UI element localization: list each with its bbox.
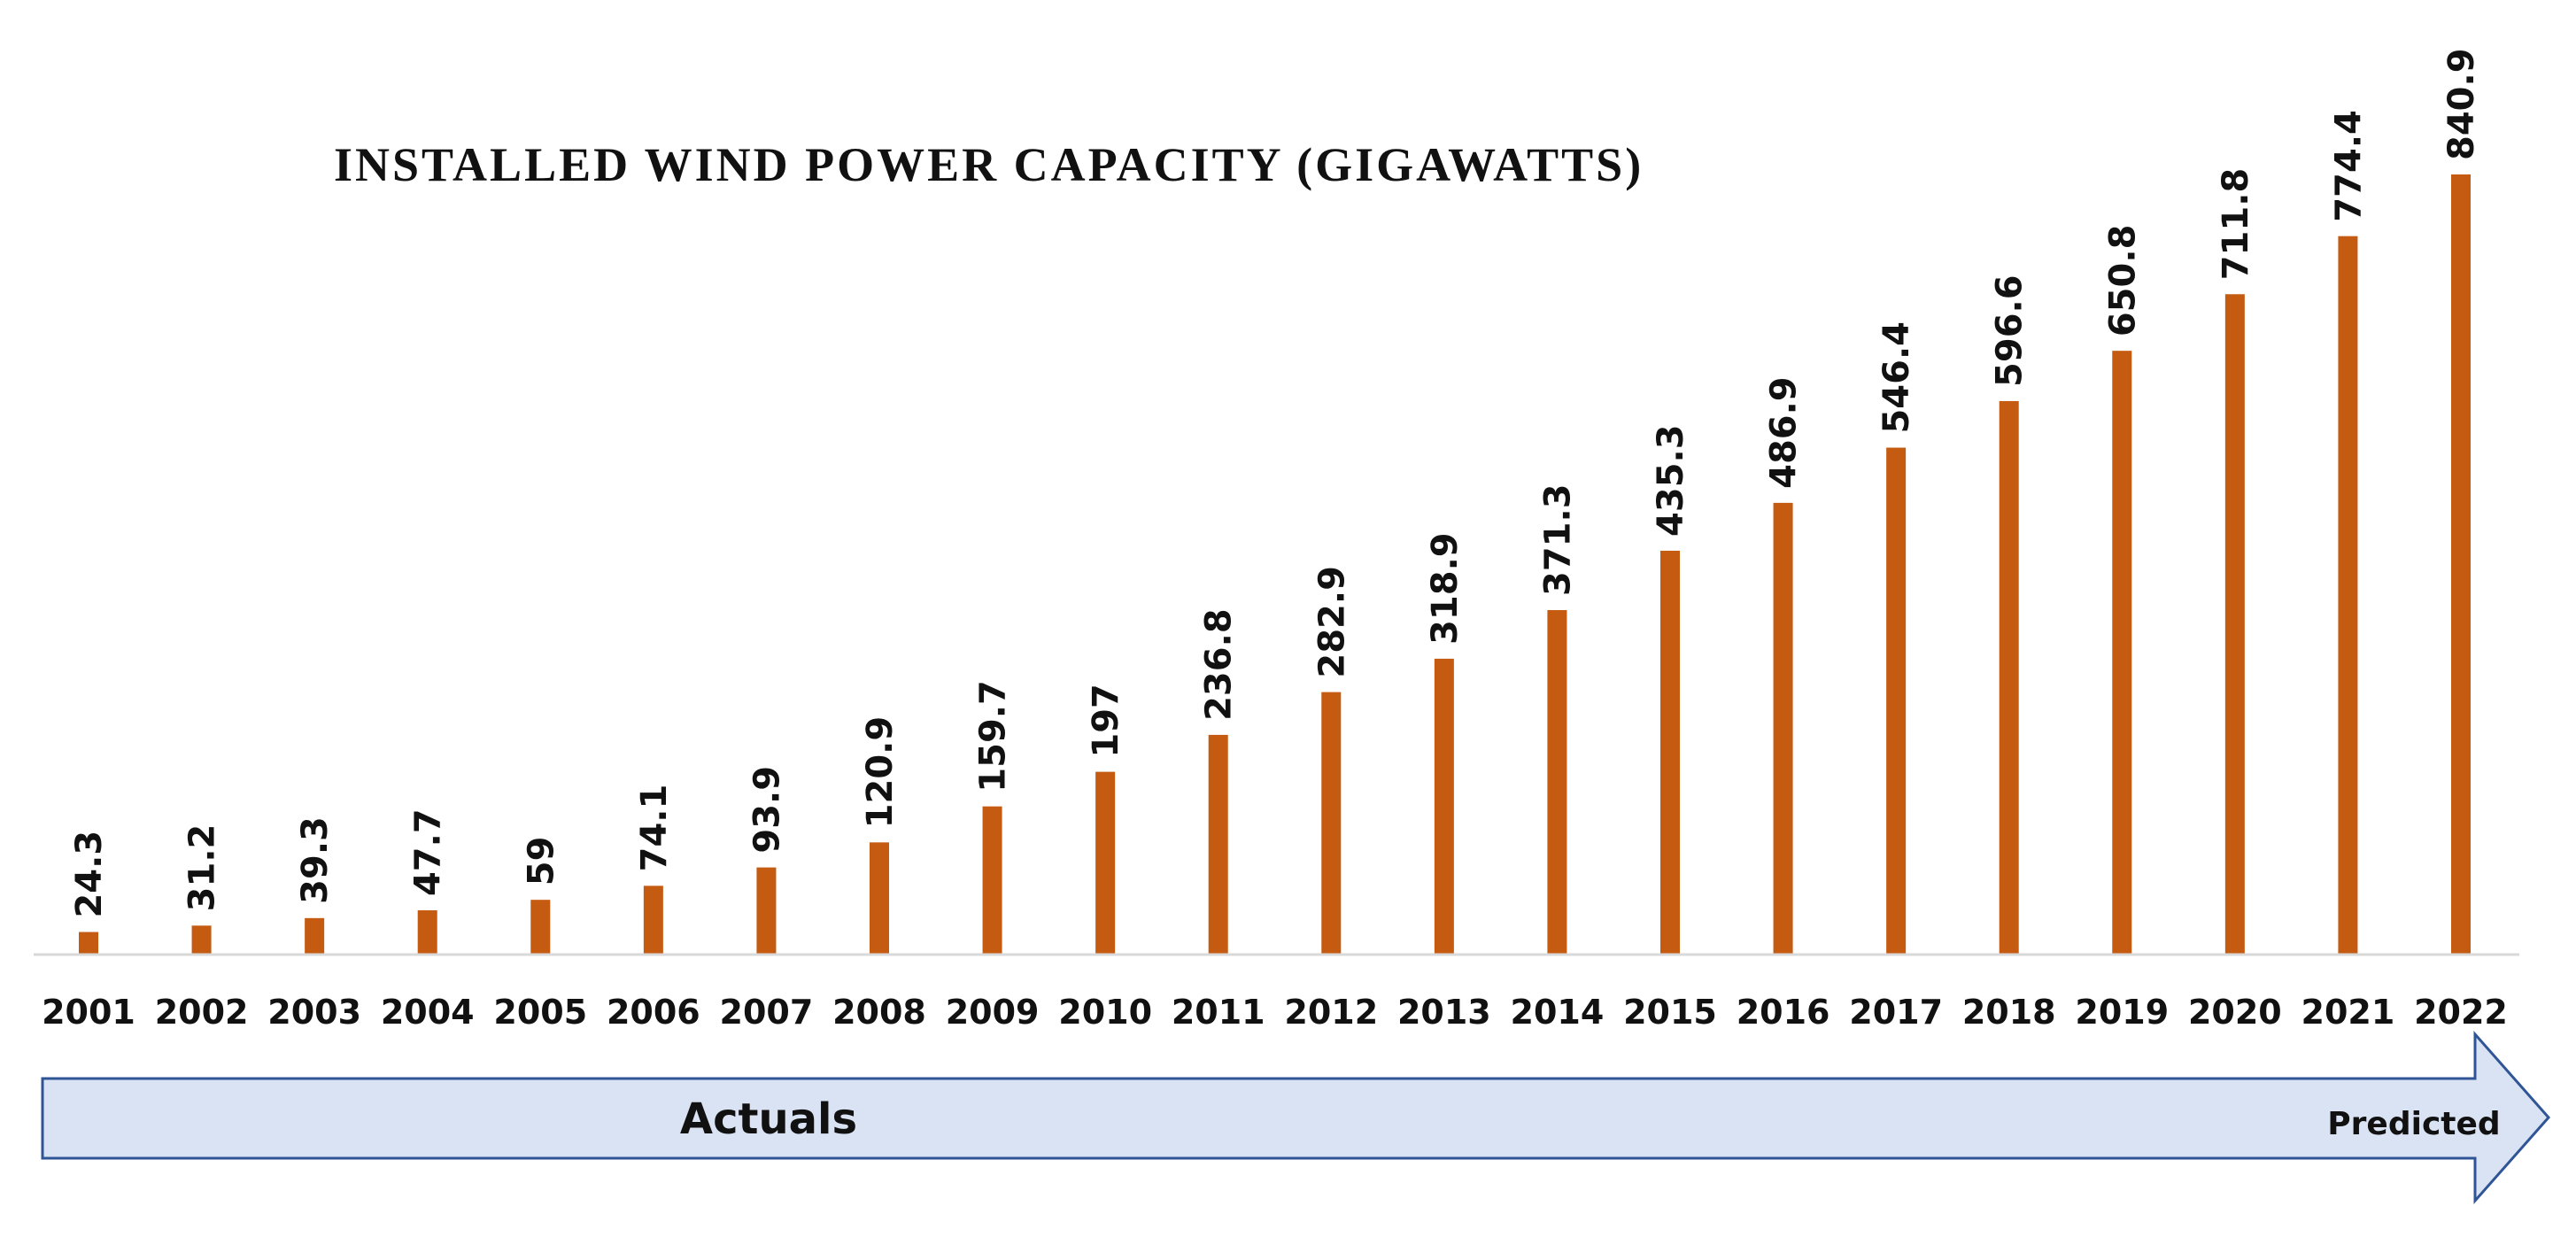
x-tick-2010: 2010 — [1058, 993, 1152, 1032]
value-label-2018: 596.6 — [1990, 275, 2031, 387]
bar-2021 — [2338, 236, 2358, 955]
x-tick-2001: 2001 — [42, 993, 135, 1032]
bar-2002 — [191, 925, 212, 955]
value-label-2013: 318.9 — [1425, 532, 1466, 645]
x-tick-2003: 2003 — [267, 993, 361, 1032]
bar-2019 — [2112, 351, 2132, 955]
value-label-2003: 39.3 — [295, 816, 336, 904]
x-tick-2020: 2020 — [2188, 993, 2282, 1032]
value-label-2005: 59 — [521, 837, 561, 886]
bar-2013 — [1434, 658, 1454, 955]
x-tick-2021: 2021 — [2301, 993, 2395, 1032]
bar-2020 — [2224, 294, 2245, 955]
predicted-label: Predicted — [2327, 1106, 2500, 1142]
x-tick-2002: 2002 — [155, 993, 249, 1032]
value-label-2016: 486.9 — [1764, 376, 1805, 489]
value-label-2012: 282.9 — [1311, 566, 1352, 678]
x-tick-2014: 2014 — [1511, 993, 1605, 1032]
value-label-2011: 236.8 — [1199, 608, 1240, 721]
value-label-2002: 31.2 — [182, 824, 223, 912]
x-tick-2009: 2009 — [946, 993, 1040, 1032]
bar-2008 — [870, 842, 889, 955]
x-tick-2006: 2006 — [607, 993, 700, 1032]
bar-2001 — [79, 932, 98, 955]
chart-title: INSTALLED WIND POWER CAPACITY (GIGAWATTS… — [334, 138, 1644, 191]
value-label-2022: 840.9 — [2441, 48, 2482, 160]
bar-2004 — [417, 910, 437, 955]
x-tick-2008: 2008 — [832, 993, 926, 1032]
bar-2009 — [982, 806, 1002, 955]
value-label-2021: 774.4 — [2328, 110, 2369, 222]
value-label-2019: 650.8 — [2102, 225, 2143, 337]
x-tick-2018: 2018 — [1962, 993, 2056, 1032]
x-tick-2019: 2019 — [2075, 993, 2169, 1032]
value-label-2009: 159.7 — [973, 680, 1014, 793]
bar-2003 — [305, 917, 325, 955]
x-tick-2005: 2005 — [493, 993, 587, 1032]
bar-2014 — [1547, 609, 1567, 955]
bar-2016 — [1773, 502, 1793, 955]
bar-group — [79, 174, 2471, 955]
bar-2018 — [1999, 400, 2019, 955]
value-label-2015: 435.3 — [1651, 424, 1691, 537]
x-tick-2013: 2013 — [1397, 993, 1491, 1032]
timeline-arrow — [41, 1031, 2551, 1204]
bar-2006 — [643, 885, 663, 955]
x-tick-2004: 2004 — [381, 993, 475, 1032]
bar-2011 — [1208, 734, 1228, 955]
bar-2017 — [1886, 447, 1907, 955]
value-label-2007: 93.9 — [746, 766, 787, 854]
value-label-2014: 371.3 — [1537, 483, 1578, 596]
value-label-2020: 711.8 — [2216, 168, 2256, 281]
x-tick-2016: 2016 — [1737, 993, 1830, 1032]
actuals-label: Actuals — [680, 1094, 857, 1144]
value-label-2010: 197 — [1086, 684, 1126, 758]
bar-2005 — [530, 900, 551, 955]
value-label-group: 24.3 31.2 39.3 47.7 59 74.1 93.9 120.9 159.7 197 2… — [69, 48, 2482, 917]
value-label-2006: 74.1 — [634, 785, 675, 872]
value-label-2004: 47.7 — [408, 808, 449, 896]
x-tick-2012: 2012 — [1284, 993, 1378, 1032]
x-tick-label-group: 2001 2002 2003 2004 2005 2006 2007 2008 2009 2010… — [42, 993, 2508, 1032]
x-tick-2022: 2022 — [2414, 993, 2508, 1032]
x-tick-2007: 2007 — [720, 993, 814, 1032]
x-tick-2011: 2011 — [1172, 993, 1265, 1032]
bar-2015 — [1660, 550, 1680, 955]
bar-2007 — [756, 867, 777, 955]
value-label-2017: 546.4 — [1876, 321, 1917, 434]
x-tick-2017: 2017 — [1849, 993, 1943, 1032]
bar-2010 — [1095, 771, 1116, 955]
value-label-2008: 120.9 — [860, 716, 901, 829]
bar-2012 — [1321, 692, 1342, 955]
x-tick-2015: 2015 — [1623, 993, 1717, 1032]
value-label-2001: 24.3 — [69, 831, 110, 918]
bar-2022 — [2451, 174, 2471, 955]
